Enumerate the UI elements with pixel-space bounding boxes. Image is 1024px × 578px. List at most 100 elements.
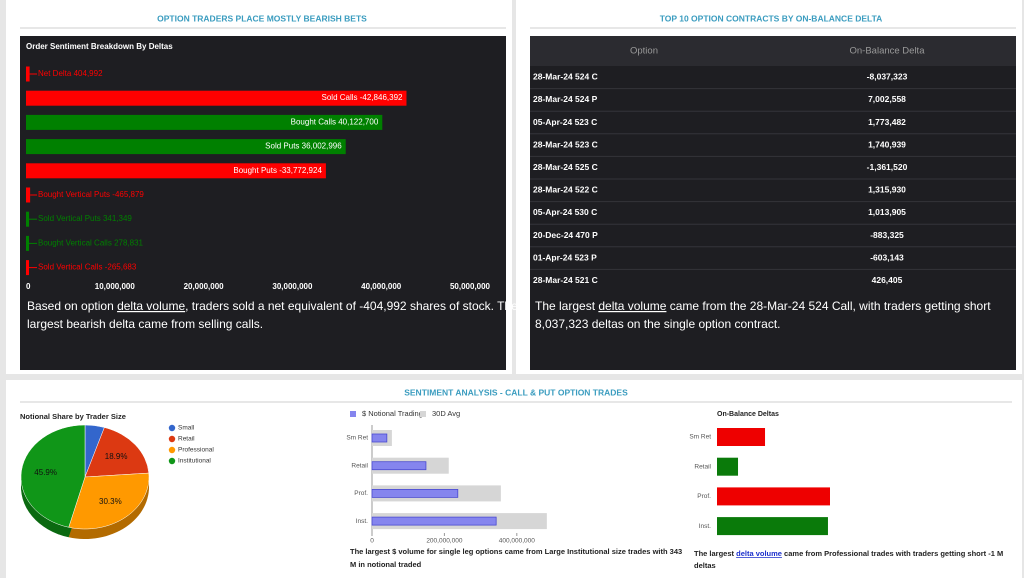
bar <box>26 66 30 82</box>
caption: The largest delta volume came from Profe… <box>694 549 1003 558</box>
text: The largest <box>694 549 736 558</box>
text: came from the 28-Mar-24 524 Call, with t… <box>666 299 991 313</box>
x-tick-label: 200,000,000 <box>426 538 463 545</box>
text: Based on option <box>27 299 117 313</box>
x-tick-label: 20,000,000 <box>184 282 225 291</box>
column-header: On-Balance Delta <box>850 46 926 57</box>
legend-label: Institutional <box>178 458 211 465</box>
link[interactable]: delta volume <box>598 299 666 313</box>
x-tick-label: 400,000,000 <box>499 538 536 545</box>
bar <box>371 488 459 498</box>
bar-label: Bought Vertical Puts -465,879 <box>38 190 144 199</box>
value-label: -265,683 <box>105 263 137 272</box>
x-tick-label: 40,000,000 <box>361 282 402 291</box>
cell: 28-Mar-24 521 C <box>533 275 598 285</box>
cell: 1,315,930 <box>868 185 906 195</box>
cell: -1,361,520 <box>867 162 908 172</box>
text: The largest <box>535 299 598 313</box>
legend-marker <box>350 411 356 417</box>
x-tick-label: 0 <box>370 538 374 545</box>
summary: 8,037,323 deltas on the single option co… <box>535 317 781 331</box>
bar-label: Bought Calls 40,122,700 <box>291 118 379 127</box>
legend-label: 30D Avg <box>432 409 460 418</box>
category-label: Bought Puts <box>233 166 277 175</box>
bar <box>26 163 326 179</box>
caption: M in notional traded <box>350 560 422 569</box>
summary: Based on option delta volume, traders so… <box>27 299 518 313</box>
value-label: 40,122,700 <box>338 118 379 127</box>
bar <box>371 433 388 443</box>
link[interactable]: delta volume <box>736 549 782 558</box>
legend-marker <box>168 446 176 454</box>
category-label: Sold Calls <box>322 93 358 102</box>
cell: 05-Apr-24 523 C <box>533 117 597 127</box>
bar-label: Net Delta 404,992 <box>38 69 103 78</box>
value-label: 18.9% <box>105 452 128 461</box>
legend-label: Professional <box>178 447 214 454</box>
cell: 28-Mar-24 524 P <box>533 94 598 104</box>
cell: 1,773,482 <box>868 117 906 127</box>
cell: 28-Mar-24 522 C <box>533 185 598 195</box>
table-area <box>530 36 1016 370</box>
bar <box>717 487 830 506</box>
bar-label: Bought Vertical Calls 278,831 <box>38 239 144 248</box>
chart-title: Notional Share by Trader Size <box>20 412 126 421</box>
y-tick-label: Inst. <box>699 523 711 530</box>
category-label: Sold Vertical Puts <box>38 214 101 223</box>
category-label: Bought Calls <box>291 118 336 127</box>
panel-title: SENTIMENT ANALYSIS - CALL & PUT OPTION T… <box>404 387 628 397</box>
category-label: Net Delta <box>38 69 72 78</box>
bar <box>26 260 29 276</box>
cell: 01-Apr-24 523 P <box>533 252 597 262</box>
value-label: -465,879 <box>112 190 144 199</box>
cell: 1,013,905 <box>868 207 906 217</box>
chart-title: Order Sentiment Breakdown By Deltas <box>26 42 173 51</box>
bar <box>26 90 407 106</box>
bar-label: Sold Vertical Puts 341,349 <box>38 214 132 223</box>
category-label: Bought Vertical Puts <box>38 190 110 199</box>
column-header: Option <box>630 46 658 57</box>
table-header <box>530 36 1016 66</box>
bar <box>371 516 497 526</box>
y-tick-label: Prof. <box>354 490 368 497</box>
bar <box>26 187 31 203</box>
x-tick-label: 50,000,000 <box>450 282 491 291</box>
value-label: -42,846,392 <box>360 93 403 102</box>
cell: 28-Mar-24 523 C <box>533 139 598 149</box>
value-label: -33,772,924 <box>279 166 322 175</box>
bottom-panel <box>6 380 1022 578</box>
legend-marker <box>168 457 176 465</box>
y-tick-label: Retail <box>694 463 711 470</box>
cell: 426,405 <box>872 275 903 285</box>
value-label: 341,349 <box>103 214 132 223</box>
slice <box>68 472 150 530</box>
bar-label: Sold Puts 36,002,996 <box>265 142 342 151</box>
bar <box>717 457 739 476</box>
cell: 7,002,558 <box>868 94 906 104</box>
caption: The largest $ volume for single leg opti… <box>350 547 682 556</box>
category-label: Sold Vertical Calls <box>38 263 102 272</box>
y-tick-label: Sm Ret <box>346 435 368 442</box>
link[interactable]: delta volume <box>117 299 185 313</box>
value-label: 278,831 <box>114 239 143 248</box>
y-tick-label: Sm Ret <box>689 434 711 441</box>
chart-title: On-Balance Deltas <box>717 411 779 418</box>
bar <box>717 428 766 446</box>
bar <box>371 461 427 471</box>
bar <box>26 114 383 130</box>
slice <box>84 427 150 478</box>
y-tick-label: Retail <box>351 462 368 469</box>
text: , traders sold a net equivalent of -404,… <box>185 299 518 313</box>
legend-label: Retail <box>178 436 195 443</box>
legend-marker <box>420 411 426 417</box>
legend-marker <box>168 435 176 443</box>
text: came from Professional trades with trade… <box>782 549 1003 558</box>
cell: -603,143 <box>870 252 904 262</box>
cell: 05-Apr-24 530 C <box>533 207 597 217</box>
y-tick-label: Prof. <box>697 493 711 500</box>
bar-label: Sold Calls -42,846,392 <box>322 93 404 102</box>
summary: largest bearish delta came from selling … <box>27 317 263 331</box>
slice <box>20 424 86 528</box>
panel-title: OPTION TRADERS PLACE MOSTLY BEARISH BETS <box>157 13 367 23</box>
